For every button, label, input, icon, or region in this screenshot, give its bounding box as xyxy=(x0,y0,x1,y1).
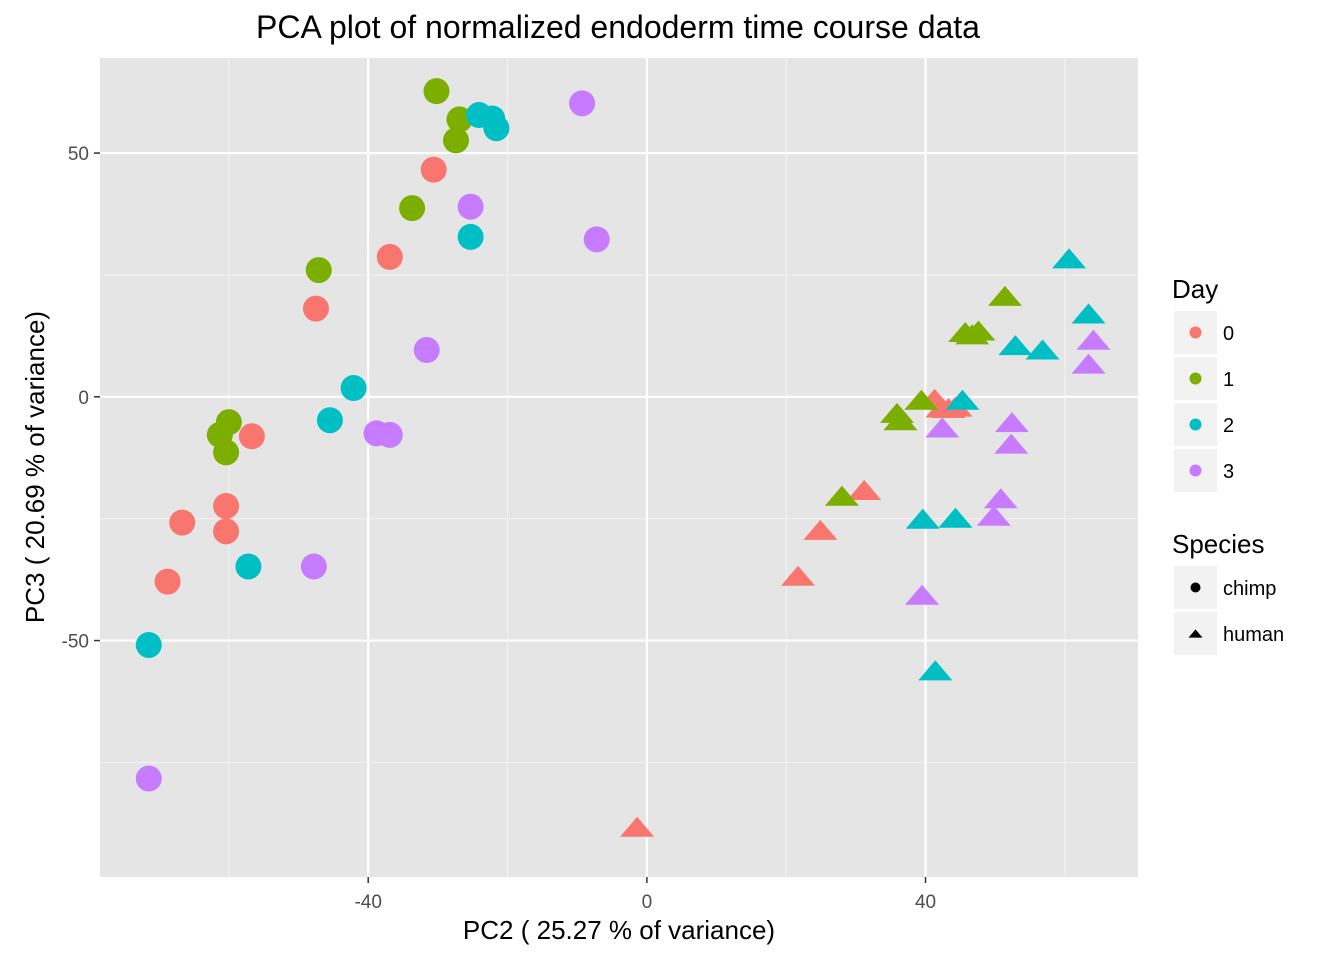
point-human-day-0 xyxy=(620,816,655,837)
legend-day-label: 0 xyxy=(1223,323,1234,345)
legend-day-label: 3 xyxy=(1223,461,1234,483)
legend-species-label: chimp xyxy=(1223,578,1276,600)
point-chimp-day-3 xyxy=(300,553,327,580)
point-chimp-day-2 xyxy=(135,631,162,658)
point-human-day-2 xyxy=(1025,339,1060,360)
legend-day-swatch xyxy=(1189,372,1202,385)
point-chimp-day-2 xyxy=(340,375,367,402)
point-human-day-1 xyxy=(824,485,859,506)
legend: Day 0 1 2 3 Species chimp human xyxy=(1172,274,1284,655)
x-axis-ticks: -40 0 40 xyxy=(354,877,936,913)
point-chimp-day-3 xyxy=(413,337,440,364)
point-chimp-day-0 xyxy=(213,518,240,545)
point-chimp-day-2 xyxy=(316,407,343,434)
data-points xyxy=(135,78,1111,837)
point-chimp-day-3 xyxy=(457,193,484,220)
legend-day-label: 2 xyxy=(1223,415,1234,437)
point-human-day-3 xyxy=(994,412,1029,433)
chart-title: PCA plot of normalized endoderm time cou… xyxy=(256,9,980,45)
point-chimp-day-0 xyxy=(420,156,447,183)
legend-species-circle xyxy=(1190,582,1201,593)
point-chimp-day-3 xyxy=(569,90,596,117)
legend-species-triangle xyxy=(1188,629,1203,638)
x-tick-label: -40 xyxy=(354,892,381,913)
x-axis-title: PC2 ( 25.27 % of variance) xyxy=(463,915,775,945)
point-human-day-2 xyxy=(1071,303,1106,324)
point-human-day-3 xyxy=(994,433,1029,454)
point-human-day-0 xyxy=(781,565,816,586)
minor-gridlines xyxy=(100,58,1138,877)
legend-day-swatch xyxy=(1189,418,1202,431)
point-chimp-day-1 xyxy=(213,439,240,466)
point-human-day-3 xyxy=(1071,353,1106,374)
point-human-day-1 xyxy=(883,410,918,431)
point-human-day-2 xyxy=(998,335,1033,356)
legend-day-swatch xyxy=(1189,464,1202,477)
x-tick-label: 0 xyxy=(642,892,653,913)
point-chimp-day-1 xyxy=(399,195,426,222)
x-tick-label: 40 xyxy=(915,892,936,913)
point-chimp-day-1 xyxy=(446,106,473,133)
legend-species-title: Species xyxy=(1172,529,1265,559)
point-chimp-day-1 xyxy=(442,127,469,154)
point-human-day-0 xyxy=(847,479,882,500)
point-human-day-3 xyxy=(983,488,1018,509)
point-human-day-1 xyxy=(904,389,939,410)
point-human-day-3 xyxy=(1076,329,1111,350)
y-tick-label: 50 xyxy=(68,144,89,165)
point-chimp-day-1 xyxy=(423,78,450,105)
y-axis-title: PC3 ( 20.69 % of variance) xyxy=(20,311,50,623)
point-chimp-day-0 xyxy=(238,423,265,450)
legend-day-swatch xyxy=(1189,326,1202,339)
point-chimp-day-3 xyxy=(135,765,162,792)
y-tick-label: -50 xyxy=(62,632,89,653)
point-human-day-2 xyxy=(918,660,953,681)
point-human-day-3 xyxy=(905,584,940,605)
point-human-day-2 xyxy=(1052,248,1087,269)
y-tick-label: 0 xyxy=(78,388,89,409)
point-human-day-2 xyxy=(938,507,973,528)
point-chimp-day-0 xyxy=(213,493,240,520)
point-human-day-1 xyxy=(955,324,990,345)
point-chimp-day-2 xyxy=(483,115,510,142)
point-chimp-day-0 xyxy=(154,568,181,595)
point-chimp-day-0 xyxy=(302,295,329,322)
point-chimp-day-3 xyxy=(376,421,403,448)
plot-panel xyxy=(100,58,1138,877)
point-human-day-1 xyxy=(987,285,1022,306)
point-human-day-3 xyxy=(925,417,960,438)
legend-day-label: 1 xyxy=(1223,369,1234,391)
point-chimp-day-2 xyxy=(235,553,262,580)
point-human-day-0 xyxy=(803,519,838,540)
point-human-day-2 xyxy=(945,389,980,410)
point-chimp-day-1 xyxy=(305,257,332,284)
point-human-day-2 xyxy=(905,508,940,529)
legend-species-entries: chimp human xyxy=(1174,566,1284,655)
point-chimp-day-2 xyxy=(457,223,484,250)
point-chimp-day-0 xyxy=(376,243,403,270)
point-human-day-3 xyxy=(976,505,1011,526)
legend-day-title: Day xyxy=(1172,274,1218,304)
point-chimp-day-0 xyxy=(169,509,196,536)
legend-day-entries: 0 1 2 3 xyxy=(1174,311,1234,492)
y-axis-ticks: -50 0 50 xyxy=(62,144,100,653)
legend-species-label: human xyxy=(1223,624,1284,646)
point-chimp-day-3 xyxy=(583,226,610,253)
